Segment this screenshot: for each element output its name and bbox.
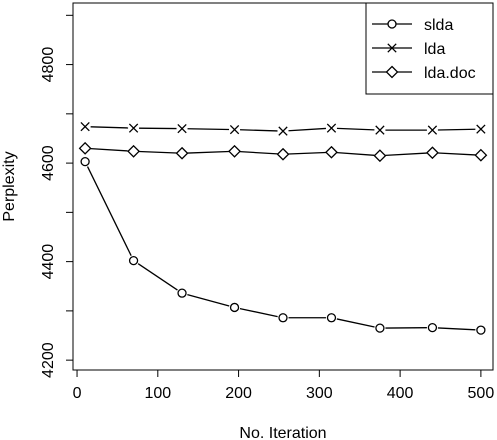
series-line-segment [288,151,326,155]
data-point [276,147,290,161]
series-line-segment [187,150,230,154]
data-point [373,149,387,163]
series-line-segment [239,307,278,318]
data-point [228,144,241,158]
data-point [375,323,385,333]
series-lda-doc [78,141,488,163]
legend-label: lda [424,41,445,58]
data-point [427,322,438,333]
data-point [80,121,90,132]
legend-marker [387,19,397,29]
data-point [326,313,337,323]
legend-entry-slda: slda [372,17,453,34]
legend-entry-lda: lda [372,41,445,58]
series-line-segment [90,126,129,129]
series-line-segment [139,150,177,154]
x-axis-title: No. Iteration [239,425,326,440]
data-point [326,123,337,133]
legend-label: lda.doc [424,65,476,82]
series-line-segment [187,128,230,131]
data-point [426,146,439,160]
data-point [177,123,187,134]
series-line-segment [437,327,476,331]
data-point [229,124,240,135]
x-tick-label: 200 [225,385,252,402]
x-tick-label: 0 [73,385,82,402]
data-point [476,325,486,335]
y-tick-label: 4200 [40,342,57,378]
data-point [128,123,139,133]
series-line-segment [336,152,375,156]
series-line-segment [137,263,178,291]
data-point [476,124,486,134]
x-tick-label: 500 [468,385,495,402]
legend-marker [387,43,397,53]
y-axis-title: Perplexity [1,151,18,221]
series-slda [80,156,486,335]
series-lda [80,121,486,136]
y-tick-label: 4400 [40,244,57,280]
data-point [80,156,90,167]
data-point [229,302,240,313]
x-tick-label: 400 [387,385,414,402]
series-line-segment [239,150,278,155]
series-line-segment [437,128,476,131]
series-line-segment [437,152,476,156]
x-tick-label: 100 [144,385,171,402]
data-point [127,144,140,158]
data-point [278,126,288,136]
legend-marker [385,65,399,79]
series-line-segment [385,152,427,157]
data-point [78,141,92,155]
series-line-segment [187,293,230,307]
series-line-segment [288,127,327,132]
plot-frame [72,2,494,371]
series-line-segment [336,127,375,131]
legend-label: slda [424,17,453,34]
legend-entry-lda-doc: lda.doc [372,65,476,82]
data-point [175,146,189,160]
data-point [128,255,139,266]
data-point [375,125,385,135]
data-point [474,148,488,162]
data-point [325,145,338,159]
y-tick-label: 4600 [40,145,57,181]
series-line-segment [90,148,129,152]
y-tick-label: 4800 [40,47,57,83]
series-line-segment [86,166,132,256]
data-point [177,288,187,298]
x-tick-label: 300 [306,385,333,402]
series-line-segment [240,129,278,132]
series-line-segment [336,318,375,328]
data-point [278,313,288,323]
data-point [427,125,438,135]
